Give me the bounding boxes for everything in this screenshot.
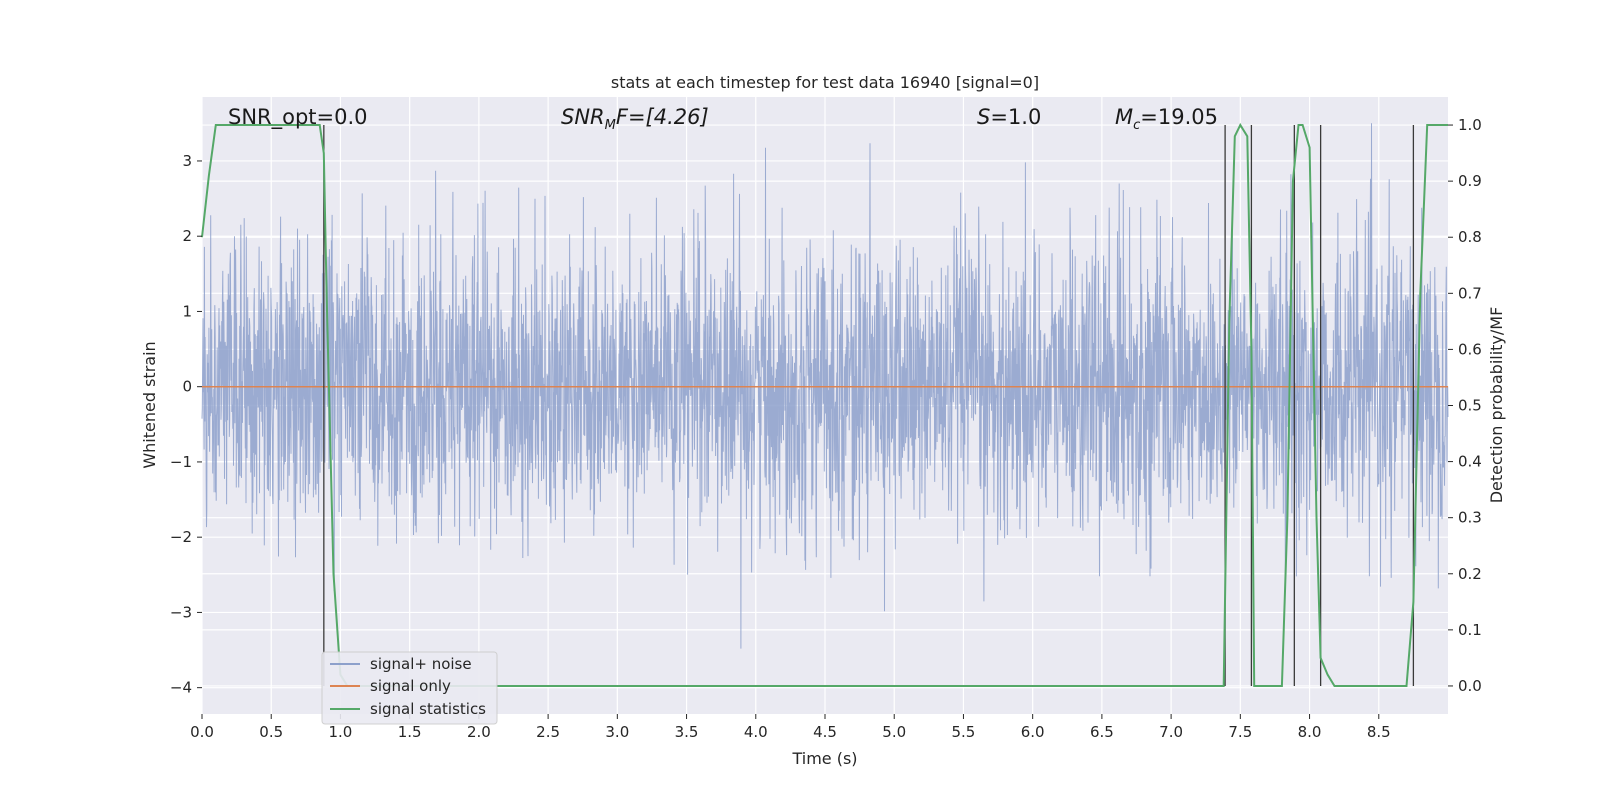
x-tick-label: 0.5 xyxy=(259,723,283,741)
signal-statistics-line xyxy=(201,122,1448,687)
annotation-s-base: S xyxy=(977,105,990,129)
y-tick-label: 3 xyxy=(182,152,192,170)
y2-tick-label: 0.8 xyxy=(1458,228,1482,246)
legend-box xyxy=(321,651,498,725)
x-tick-label: 4.5 xyxy=(813,723,837,741)
annotation-mc: Mc=19.05 xyxy=(1115,105,1218,133)
x-tick-label: 2.5 xyxy=(536,723,560,741)
legend: signal+ noise signal only signal statist… xyxy=(321,651,498,725)
x-tick-label: 6.0 xyxy=(1021,723,1045,741)
x-tick-label: 5.5 xyxy=(952,723,976,741)
axis-ticks: 0.0 0.5 1.0 1.5 2.0 2.5 3.0 3.5 4.0 4.5 5.0 5.5 6.0 6… xyxy=(170,116,1482,741)
x-tick-label: 8.0 xyxy=(1298,723,1322,741)
annotation-snr-mf-sub: M xyxy=(605,118,616,133)
y-tick-label: 1 xyxy=(182,302,192,320)
annotation-s-rest: =1.0 xyxy=(990,105,1041,129)
x-tick-label: 7.0 xyxy=(1159,723,1183,741)
x-tick-label: 2.0 xyxy=(467,723,491,741)
annotation-mc-rest: =19.05 xyxy=(1140,105,1218,129)
y2-tick-label: 0.9 xyxy=(1458,172,1482,190)
annotation-snr-mf: SNRMF=[4.26] xyxy=(561,105,709,133)
x-tick-label: 3.0 xyxy=(605,723,629,741)
annotation-s: S=1.0 xyxy=(977,105,1041,129)
y2-tick-label: 0.0 xyxy=(1458,677,1482,695)
series-signal-statistics xyxy=(201,122,1448,687)
y2-tick-label: 0.1 xyxy=(1458,621,1482,639)
y-axis-label: Whitened strain xyxy=(140,341,159,468)
y2-tick-label: 0.3 xyxy=(1458,509,1482,527)
annotation-mc-base: M xyxy=(1115,105,1133,129)
legend-label-signal-only: signal only xyxy=(370,677,451,695)
annotation-snr-opt: SNR_opt=0.0 xyxy=(228,105,368,130)
y-tick-label: −3 xyxy=(170,603,192,621)
legend-label-signal-noise: signal+ noise xyxy=(370,655,472,673)
annotation-snr-mf-base: SNR xyxy=(561,105,605,129)
x-tick-label: 8.5 xyxy=(1367,723,1391,741)
series-signal-noise xyxy=(201,123,1449,649)
x-tick-label: 3.5 xyxy=(675,723,699,741)
x-tick-label: 6.5 xyxy=(1090,723,1114,741)
y-tick-label: 0 xyxy=(182,378,192,396)
y-tick-label: −2 xyxy=(170,528,192,546)
annotation-snr-mf-rest: F=[4.26] xyxy=(616,105,709,129)
legend-label-signal-statistics: signal statistics xyxy=(370,700,486,718)
x-tick-label: 5.0 xyxy=(882,723,906,741)
y-tick-label: −4 xyxy=(170,679,192,697)
y2-tick-label: 1.0 xyxy=(1458,116,1482,134)
annotation-mc-sub: c xyxy=(1133,118,1140,133)
noise-trace xyxy=(201,123,1449,649)
y-tick-label: 2 xyxy=(182,227,192,245)
y2-tick-label: 0.7 xyxy=(1458,284,1482,302)
x-tick-label: 1.5 xyxy=(398,723,422,741)
x-tick-label: 1.0 xyxy=(329,723,353,741)
chart-title: stats at each timestep for test data 169… xyxy=(611,73,1039,92)
y2-tick-label: 0.4 xyxy=(1458,453,1482,471)
x-tick-label: 0.0 xyxy=(190,723,214,741)
y2-tick-label: 0.2 xyxy=(1458,565,1482,583)
y2-tick-label: 0.6 xyxy=(1458,340,1482,358)
x-axis-label: Time (s) xyxy=(791,749,857,768)
y-tick-label: −1 xyxy=(170,453,192,471)
y2-tick-label: 0.5 xyxy=(1458,397,1482,415)
x-tick-label: 7.5 xyxy=(1228,723,1252,741)
x-tick-label: 4.0 xyxy=(744,723,768,741)
y2-axis-label: Detection probability/MF xyxy=(1487,307,1506,504)
